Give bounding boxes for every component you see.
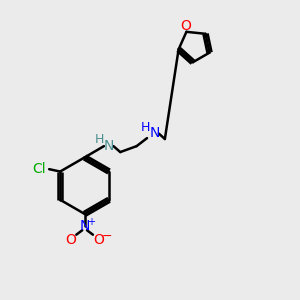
Text: Cl: Cl <box>32 162 46 176</box>
Text: H: H <box>141 121 151 134</box>
Text: N: N <box>104 139 114 152</box>
Text: O: O <box>93 233 104 247</box>
Text: H: H <box>95 133 104 146</box>
Text: N: N <box>80 219 90 233</box>
Text: O: O <box>65 233 76 247</box>
Text: +: + <box>87 217 94 227</box>
Text: O: O <box>180 20 191 34</box>
Text: N: N <box>149 126 160 140</box>
Text: −: − <box>101 230 112 243</box>
